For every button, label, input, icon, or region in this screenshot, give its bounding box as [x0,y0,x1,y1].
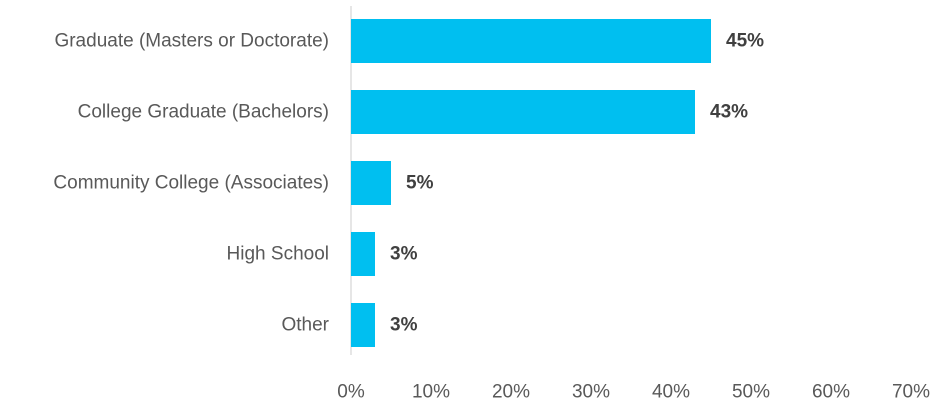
data-labels: 45% 43% 5% 3% 3% [390,31,764,336]
bar-3 [351,232,375,276]
x-axis-tick-labels: 0% 10% 20% 30% 40% 50% 60% 70% [337,382,930,403]
data-label-0: 45% [726,31,764,52]
data-label-1: 43% [710,102,748,123]
x-tick-label-4: 40% [652,382,690,403]
bar-0 [351,19,711,63]
bar-4 [351,303,375,347]
x-tick-label-7: 70% [892,382,930,403]
category-label-3: High School [227,244,329,265]
category-label-1: College Graduate (Bachelors) [78,102,329,123]
bar-1 [351,90,695,134]
data-label-4: 3% [390,315,418,336]
x-tick-label-5: 50% [732,382,770,403]
data-label-3: 3% [390,244,418,265]
category-label-0: Graduate (Masters or Doctorate) [54,31,329,52]
category-labels: Graduate (Masters or Doctorate) College G… [53,31,329,336]
bar-2 [351,161,391,205]
x-tick-label-0: 0% [337,382,365,403]
x-tick-label-3: 30% [572,382,610,403]
category-label-2: Community College (Associates) [53,173,329,194]
x-tick-label-2: 20% [492,382,530,403]
category-label-4: Other [281,315,329,336]
x-tick-label-1: 10% [412,382,450,403]
data-label-2: 5% [406,173,434,194]
x-tick-label-6: 60% [812,382,850,403]
bars-layer [351,19,711,347]
